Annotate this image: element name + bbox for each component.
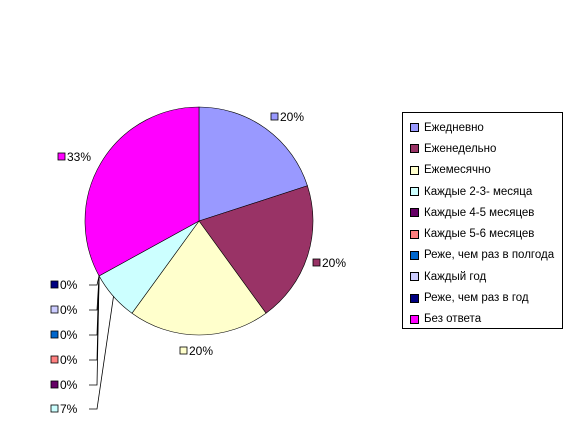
leader-line <box>89 275 100 336</box>
legend-swatch <box>410 144 419 154</box>
data-label-swatch <box>312 258 321 267</box>
legend-item: Каждые 4-5 месяцев <box>410 202 562 223</box>
data-label: 0% <box>60 303 78 317</box>
legend-label: Каждые 2-3- месяца <box>424 185 533 198</box>
data-label-swatch <box>50 404 59 413</box>
legend-swatch <box>410 229 419 239</box>
legend-item: Каждые 2-3- месяца <box>410 181 562 202</box>
leader-line <box>89 275 100 311</box>
data-label: 20% <box>322 256 346 270</box>
legend-swatch <box>410 123 419 133</box>
legend-item: Ежедневно <box>410 117 562 138</box>
data-label: 0% <box>60 278 78 292</box>
legend-label: Ежедневно <box>424 121 484 134</box>
data-label-swatch <box>50 280 59 289</box>
data-label-swatch <box>50 355 59 364</box>
data-label: 33% <box>67 150 91 164</box>
data-label-swatch <box>270 112 279 121</box>
data-labels: 20% 20% 20% 7% 0% 0% 0% 0% 0% 33% <box>50 110 346 416</box>
data-label: 20% <box>189 344 213 358</box>
data-label-swatch <box>57 152 66 161</box>
leader-lines <box>89 275 114 410</box>
data-label: 20% <box>280 110 304 124</box>
data-label: 0% <box>60 328 78 342</box>
legend-swatch <box>410 314 419 324</box>
legend-label: Без ответа <box>424 313 482 326</box>
data-label-swatch <box>50 380 59 389</box>
legend-item: Еженедельно <box>410 138 562 159</box>
legend-swatch <box>410 187 419 197</box>
legend-label: Каждые 5-6 месяцев <box>424 228 535 241</box>
legend-swatch <box>410 250 419 260</box>
legend-label: Каждый год <box>424 270 487 283</box>
chart-legend: Ежедневно Еженедельно Ежемесячно Каждые 2-3… <box>402 112 563 329</box>
data-label: 0% <box>60 353 78 367</box>
pie-slice <box>84 106 200 277</box>
legend-swatch <box>410 208 419 218</box>
legend-item: Каждые 5-6 месяцев <box>410 223 562 244</box>
legend-swatch <box>410 165 419 175</box>
legend-swatch <box>410 272 419 282</box>
legend-swatch <box>410 293 419 303</box>
legend-item: Реже, чем раз в год <box>410 287 562 308</box>
pie-slice <box>198 185 314 314</box>
data-label: 7% <box>60 402 78 416</box>
legend-item: Каждый год <box>410 266 562 287</box>
data-label-swatch <box>50 330 59 339</box>
legend-label: Реже, чем раз в год <box>424 292 529 305</box>
legend-item: Без ответа <box>410 309 562 330</box>
pie-slices <box>84 106 314 336</box>
legend-item: Реже, чем раз в полгода <box>410 245 562 266</box>
legend-label: Еженедельно <box>424 142 497 155</box>
leader-line <box>89 296 114 410</box>
leader-line <box>89 275 100 286</box>
legend-label: Каждые 4-5 месяцев <box>424 206 535 219</box>
legend-label: Ежемесячно <box>424 164 491 177</box>
legend-item: Ежемесячно <box>410 160 562 181</box>
data-label-swatch <box>179 346 188 355</box>
legend-label: Реже, чем раз в полгода <box>424 249 555 262</box>
data-label-swatch <box>50 305 59 314</box>
pie-slice <box>131 220 267 336</box>
data-label: 0% <box>60 378 78 392</box>
pie-slice <box>198 106 308 222</box>
